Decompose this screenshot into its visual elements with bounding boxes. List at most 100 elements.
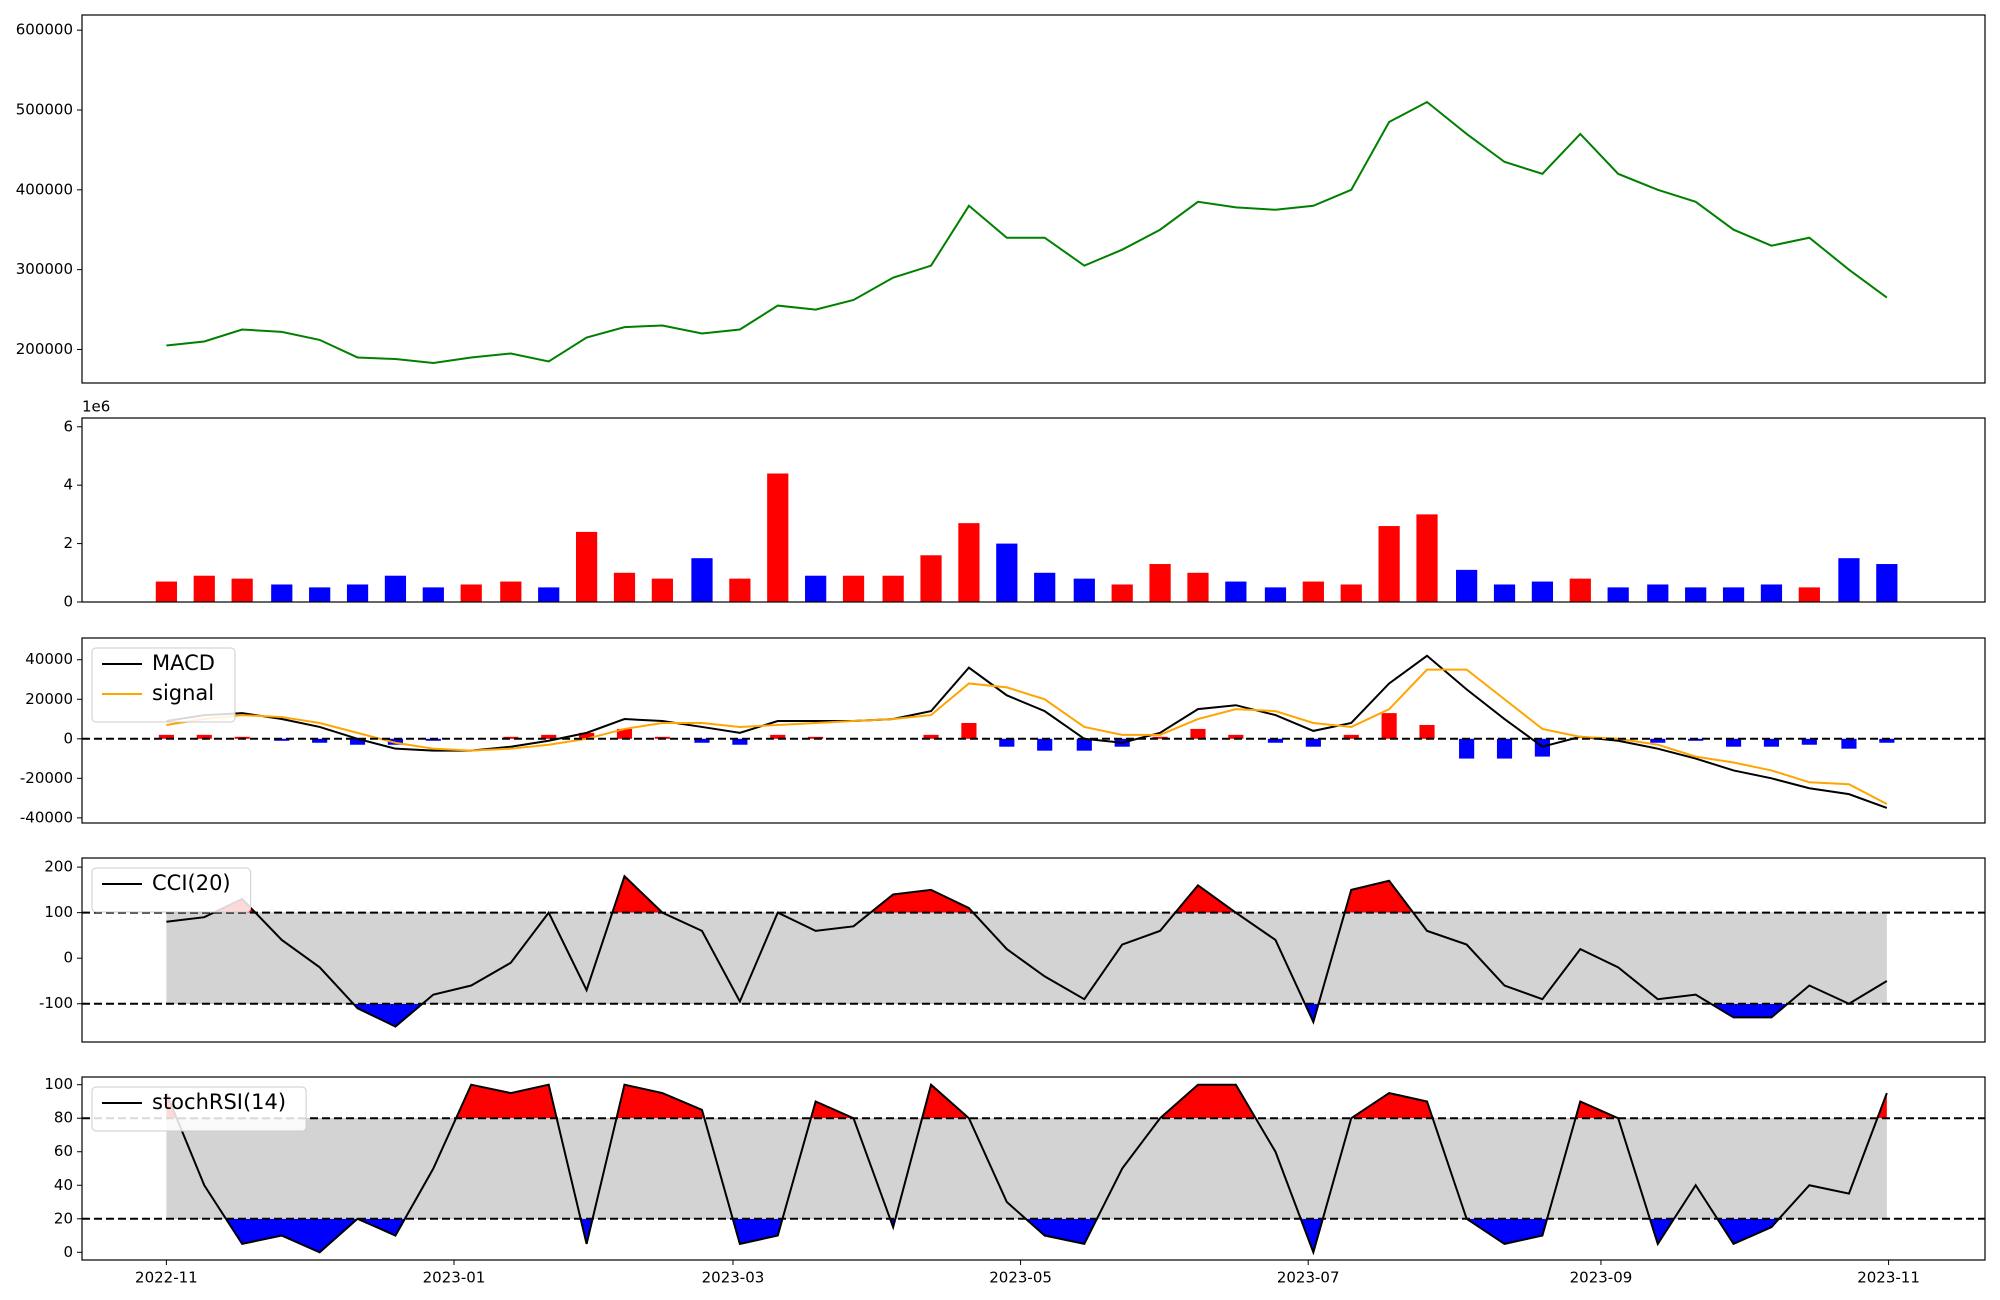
- legend-label: CCI(20): [152, 871, 231, 895]
- y-tick-label: 20: [54, 1209, 73, 1227]
- y-tick-label: -20000: [20, 769, 73, 787]
- bar: [767, 473, 789, 602]
- y-tick-label: 0: [63, 949, 73, 967]
- histogram-bar: [616, 728, 633, 739]
- y-tick-label: 300000: [16, 260, 73, 278]
- bar: [842, 575, 865, 602]
- histogram-bar: [1267, 738, 1284, 743]
- histogram-bar: [1725, 738, 1742, 747]
- bar: [1225, 581, 1247, 602]
- y-tick-label: 20000: [25, 690, 73, 708]
- y-tick-label: 100: [44, 903, 73, 921]
- histogram-bar: [1037, 738, 1053, 751]
- histogram-bar: [1459, 738, 1475, 759]
- histogram-bar: [1190, 728, 1206, 739]
- axes-frame: [81, 637, 1986, 824]
- histogram-bar: [1419, 724, 1435, 739]
- histogram-bar: [694, 738, 710, 743]
- histogram-bar: [579, 732, 595, 739]
- bar: [958, 523, 980, 602]
- bar: [729, 578, 751, 602]
- y-tick-label: -40000: [20, 808, 73, 826]
- legend-box: [91, 647, 236, 723]
- axes-frame: [81, 14, 1986, 384]
- y-tick-label: 100: [44, 1075, 73, 1093]
- bar: [309, 587, 331, 602]
- above-fill: [166, 1084, 1887, 1119]
- x-tick-label: 2023-09: [1570, 1269, 1633, 1287]
- offset-text: 1e6: [82, 398, 110, 416]
- bar: [1456, 569, 1478, 602]
- y-tick-label: 500000: [16, 100, 73, 118]
- bar: [1073, 578, 1095, 602]
- y-tick-label: 0: [63, 729, 73, 747]
- bar: [193, 575, 215, 602]
- bar: [538, 587, 560, 602]
- histogram-bar: [1879, 738, 1895, 743]
- y-tick-label: -100: [39, 994, 73, 1012]
- x-tick-label: 2023-01: [423, 1269, 486, 1287]
- series-line: [166, 874, 1888, 1028]
- x-tick-label: 2023-07: [1277, 1269, 1340, 1287]
- bar: [1798, 587, 1820, 602]
- below-fill: [225, 1218, 1780, 1253]
- axes-frame: [81, 417, 1986, 603]
- histogram-bar: [1228, 734, 1244, 739]
- bar: [1607, 587, 1629, 602]
- y-tick-label: 6: [63, 417, 73, 435]
- y-tick-label: 200: [44, 858, 73, 876]
- bar: [920, 555, 942, 602]
- histogram-bar: [1381, 713, 1397, 739]
- histogram-bar: [1305, 738, 1321, 747]
- level-band: [166, 1118, 1887, 1219]
- bar: [1149, 564, 1171, 602]
- legend-label: stochRSI(14): [152, 1090, 286, 1114]
- bar: [231, 578, 253, 602]
- y-tick-label: 40: [54, 1176, 73, 1194]
- x-tick-label: 2022-11: [135, 1269, 198, 1287]
- y-tick-label: 0: [63, 593, 73, 611]
- bar: [1034, 572, 1056, 602]
- y-tick-label: 2: [63, 534, 73, 552]
- y-tick-label: 4: [63, 476, 73, 494]
- bar: [1493, 584, 1516, 602]
- histogram-bar: [541, 734, 557, 739]
- legend-box: [91, 1086, 307, 1132]
- y-tick-label: 40000: [25, 650, 73, 668]
- axes-frame: [81, 857, 1986, 1043]
- bar: [575, 531, 598, 602]
- bar: [384, 575, 407, 602]
- y-tick-label: 600000: [16, 21, 73, 39]
- bar: [613, 572, 636, 602]
- x-tick-label: 2023-03: [702, 1269, 765, 1287]
- bar: [1416, 514, 1438, 602]
- bar: [500, 581, 522, 602]
- y-tick-label: 0: [63, 1243, 73, 1261]
- histogram-bar: [1841, 738, 1857, 749]
- bar: [1569, 578, 1591, 602]
- bar: [1647, 584, 1669, 602]
- level-band: [166, 912, 1887, 1004]
- legend-label: MACD: [152, 651, 215, 675]
- bar: [1722, 587, 1745, 602]
- histogram-bar: [1496, 738, 1513, 759]
- histogram-bar: [503, 736, 519, 739]
- legend-box: [91, 867, 252, 913]
- x-tick-label: 2023-11: [1857, 1269, 1920, 1287]
- bar: [882, 575, 904, 602]
- bar: [1760, 584, 1783, 602]
- histogram-bar: [1076, 738, 1092, 751]
- bar: [1876, 564, 1898, 602]
- histogram-bar: [1343, 734, 1359, 739]
- bar: [651, 578, 673, 602]
- bar: [691, 558, 713, 602]
- histogram-bar: [349, 738, 366, 745]
- y-tick-label: 200000: [16, 340, 73, 358]
- bar: [460, 584, 482, 602]
- histogram-bar: [961, 722, 977, 739]
- x-tick-label: 2023-05: [989, 1269, 1052, 1287]
- bar: [422, 587, 444, 602]
- bar: [1685, 587, 1707, 602]
- series-line: [166, 100, 1888, 365]
- histogram-bar: [999, 738, 1015, 747]
